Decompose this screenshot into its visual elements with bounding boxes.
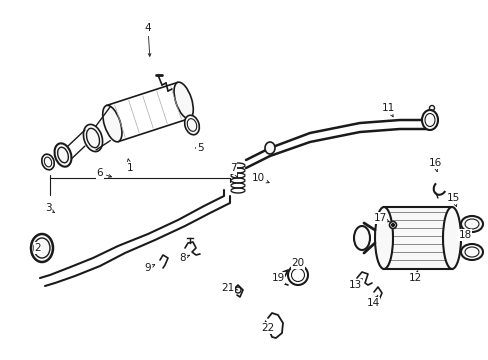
Text: 2: 2 — [35, 243, 42, 253]
Text: 16: 16 — [427, 158, 441, 172]
Text: 1: 1 — [126, 159, 133, 173]
Ellipse shape — [391, 224, 394, 226]
Text: 10: 10 — [251, 173, 268, 183]
Text: 6: 6 — [97, 168, 111, 178]
Ellipse shape — [442, 207, 460, 269]
Ellipse shape — [389, 221, 396, 229]
Ellipse shape — [58, 147, 68, 163]
Bar — [383, 207, 451, 269]
Ellipse shape — [460, 244, 482, 260]
Ellipse shape — [460, 216, 482, 232]
Text: 3: 3 — [44, 203, 54, 213]
Ellipse shape — [353, 226, 369, 250]
Text: 12: 12 — [407, 271, 421, 283]
Text: 11: 11 — [381, 103, 394, 117]
Ellipse shape — [102, 105, 122, 142]
Ellipse shape — [41, 154, 54, 170]
Text: 21: 21 — [221, 283, 237, 293]
Ellipse shape — [31, 234, 53, 262]
Text: 20: 20 — [291, 258, 304, 268]
Text: 15: 15 — [446, 193, 459, 207]
Ellipse shape — [421, 110, 437, 130]
Ellipse shape — [83, 125, 102, 152]
Text: 22: 22 — [261, 321, 274, 333]
Text: 17: 17 — [373, 213, 389, 223]
Ellipse shape — [374, 207, 392, 269]
Ellipse shape — [264, 142, 274, 154]
Text: 9: 9 — [144, 263, 154, 273]
Ellipse shape — [55, 143, 71, 167]
Text: 5: 5 — [195, 143, 203, 153]
Ellipse shape — [86, 128, 99, 148]
Text: 4: 4 — [144, 23, 151, 56]
Text: 7: 7 — [229, 163, 237, 177]
Text: 18: 18 — [457, 230, 470, 240]
Text: 14: 14 — [366, 295, 379, 308]
Text: 13: 13 — [347, 279, 362, 290]
Text: 8: 8 — [179, 253, 189, 263]
Ellipse shape — [184, 115, 199, 135]
Ellipse shape — [174, 82, 193, 119]
Text: 19: 19 — [271, 273, 284, 283]
